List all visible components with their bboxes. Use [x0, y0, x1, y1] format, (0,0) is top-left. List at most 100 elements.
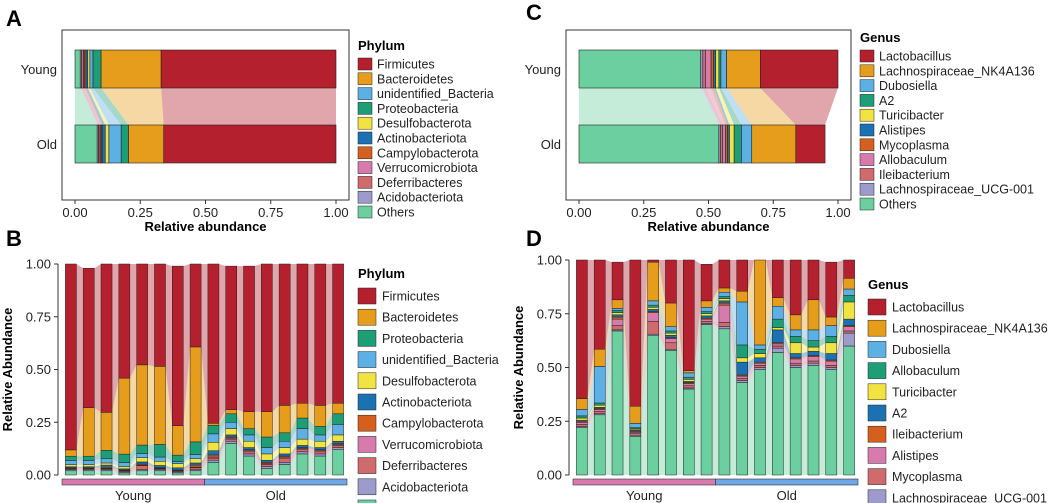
- bar-segment-unidentified-bacteria-sample-13: [278, 440, 291, 448]
- bar-segment-desulfobacterota-sample-16: [332, 434, 344, 442]
- flow-lachnospiraceae-nk4a136: [818, 299, 826, 330]
- bar-segment-bacteroidetes-sample-16: [332, 403, 344, 415]
- flow-mycoplasma: [711, 88, 728, 125]
- bar-segment-others-sample-3: [100, 470, 113, 476]
- flow-campylobacterota: [147, 464, 155, 469]
- flow-others: [694, 324, 702, 475]
- y-tick-label: 1.00: [26, 257, 51, 272]
- bar-segment-desulfobacterota-sample-11: [243, 440, 255, 448]
- legend-label-unidentified-bacteria: unidentified_Bacteria: [382, 353, 499, 367]
- flow-unidentified-bacteria: [201, 433, 208, 459]
- bar-segment-mycoplasma-sample-14: [807, 360, 820, 364]
- flow-dubosiella: [747, 301, 755, 350]
- flow-lactobacillus: [694, 260, 702, 371]
- flow-dubosiella: [720, 88, 752, 125]
- bar-segment-turicibacter-sample-3: [611, 312, 624, 316]
- x-tick-label: 0.25: [128, 205, 153, 220]
- bar-segment-desulfobacterota-sample-14: [296, 438, 309, 446]
- bar-segment-bacteroidetes-sample-2: [82, 407, 95, 457]
- bar-segment-others-old: [578, 124, 720, 164]
- bar-segment-unidentified-bacteria-sample-4: [118, 462, 131, 468]
- bar-segment-unidentified-bacteria-sample-10: [225, 422, 237, 429]
- flow-others: [818, 365, 826, 475]
- flow-turicibacter: [747, 353, 755, 363]
- bar-segment-firmicutes-sample-16: [332, 263, 344, 404]
- flow-allobaculum: [712, 296, 719, 314]
- x-tick-label: 0.25: [631, 205, 656, 220]
- flow-verrucomicrobiota: [254, 450, 262, 465]
- bar-segment-others-sample-4: [629, 436, 642, 476]
- bar-segment-acidobacteriota-sample-16: [332, 447, 344, 450]
- panel-letter-C: C: [526, 0, 542, 25]
- bar-segment-a2-sample-9: [718, 300, 731, 304]
- bar-segment-lactobacillus-sample-13: [789, 259, 802, 316]
- flow-campylobacterota: [201, 454, 208, 468]
- bar-segment-mycoplasma-young: [710, 49, 714, 89]
- x-tick-label: 0.75: [258, 205, 283, 220]
- flow-actinobacteriota: [76, 466, 84, 468]
- bar-segment-firmicutes-old: [163, 124, 337, 164]
- legend-label-acidobacteriota: Acidobacteriota: [382, 480, 468, 494]
- bar-segment-firmicutes-sample-8: [189, 263, 202, 348]
- flow-firmicutes: [307, 264, 315, 406]
- flow-campylobacterota: [218, 437, 226, 458]
- bar-segment-others-sample-3: [611, 330, 624, 476]
- flow-deferribacteres: [201, 458, 208, 470]
- flow-lachnospiraceae-ucg-001: [729, 326, 737, 383]
- flow-mycoplasma: [783, 346, 791, 366]
- bar-segment-others-sample-7: [172, 472, 184, 476]
- flow-ileibacterium: [676, 337, 684, 384]
- bar-segment-unidentified-bacteria-sample-8: [189, 454, 202, 460]
- flow-verrucomicrobiota: [165, 468, 173, 471]
- flow-desulfobacterota: [325, 434, 333, 448]
- flow-proteobacteria: [112, 450, 119, 463]
- bar-segment-others-sample-11: [754, 369, 766, 476]
- bar-segment-allobaculum-sample-3: [611, 310, 624, 313]
- bar-segment-deferribacteres-sample-9: [207, 457, 220, 461]
- bar-segment-desulfobacterota-young: [87, 49, 91, 89]
- legend-swatch-others: [859, 197, 875, 211]
- flow-others: [254, 456, 262, 475]
- flow-verrucomicrobiota: [290, 448, 297, 459]
- bar-segment-a2-sample-13: [789, 353, 802, 359]
- flow-others: [765, 352, 773, 475]
- legend-label-lachnospiraceae-nk4a136: Lachnospiraceae_NK4A136: [892, 322, 1048, 336]
- flow-alistipes: [818, 356, 826, 366]
- flow-acidobacteriota: [307, 451, 315, 457]
- flow-turicibacter: [765, 327, 773, 358]
- flow-proteobacteria: [201, 425, 208, 455]
- bar-segment-unidentified-bacteria-sample-15: [314, 434, 327, 442]
- flow-actinobacteriota: [218, 434, 226, 455]
- bar-segment-proteobacteria-old: [120, 124, 129, 164]
- flow-deferribacteres: [81, 88, 101, 125]
- bar-segment-actinobacteriota-sample-11: [243, 447, 255, 450]
- flow-verrucomicrobiota: [325, 444, 333, 452]
- flow-firmicutes: [272, 264, 280, 412]
- legend-swatch-lachnospiraceae-ucg-001: [867, 489, 887, 503]
- bar-segment-lachnospiraceae-nk4a136-sample-4: [629, 405, 642, 424]
- flow-lachnospiraceae-nk4a136: [587, 349, 595, 410]
- flow-mycoplasma: [836, 330, 844, 368]
- flow-dubosiella: [836, 289, 844, 337]
- bar-segment-acidobacteriota-sample-10: [225, 440, 237, 444]
- bar-segment-acidobacteriota-sample-11: [243, 453, 255, 457]
- legend-label-campylobacterota: Campylobacterota: [377, 146, 478, 160]
- flow-others: [272, 464, 280, 475]
- flow-allobaculum: [605, 310, 613, 406]
- bar-segment-others-sample-2: [593, 414, 606, 476]
- legend-label-lachnospiraceae-ucg-001: Lachnospiraceae_UCG-001: [879, 183, 1034, 197]
- flow-a2: [605, 314, 613, 409]
- panel-letter-A: A: [6, 6, 22, 31]
- flow-proteobacteria: [147, 444, 155, 458]
- bar-segment-lachnospiraceae-nk4a136-sample-9: [718, 287, 731, 293]
- flow-campylobacterota: [165, 467, 173, 471]
- flow-lactobacillus: [801, 260, 808, 315]
- bar-segment-others-sample-8: [189, 470, 202, 476]
- flow-others: [94, 470, 102, 475]
- bar-segment-dubosiella-sample-2: [593, 366, 606, 404]
- flow-alistipes: [801, 356, 808, 364]
- flow-acidobacteriota: [80, 88, 99, 125]
- flow-deferribacteres: [290, 449, 297, 463]
- flow-a2: [729, 300, 737, 376]
- flow-mycoplasma: [801, 361, 808, 366]
